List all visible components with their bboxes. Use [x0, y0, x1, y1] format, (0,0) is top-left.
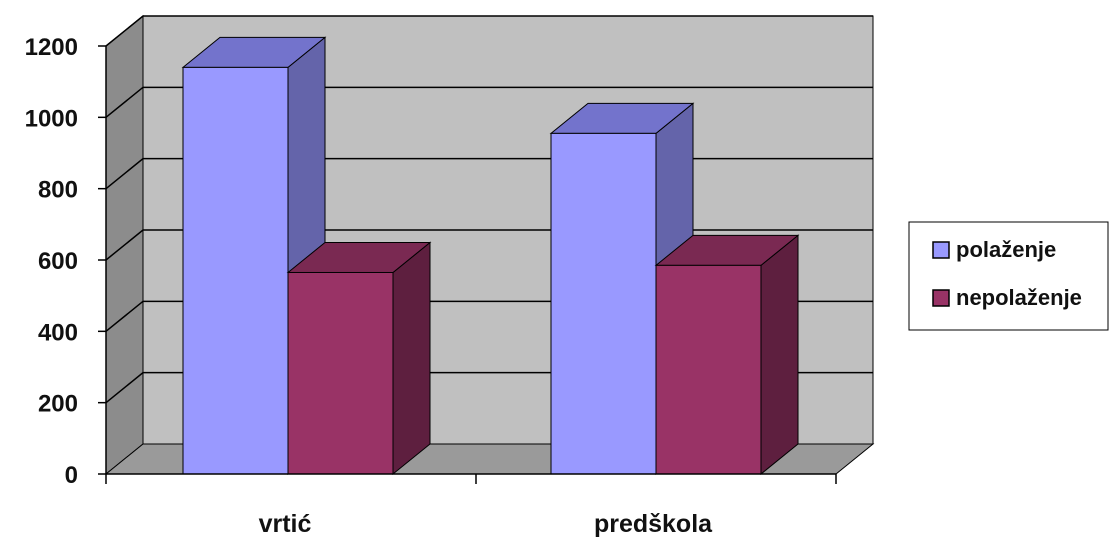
bar-side — [392, 241, 431, 476]
y-tick-label-800: 800 — [38, 177, 78, 204]
bar-front — [655, 264, 762, 475]
gridline-1200 — [105, 15, 873, 47]
legend: polaženje nepolaženje — [908, 221, 1109, 331]
y-tick-labels: 0 200 400 600 800 1000 1200 — [25, 34, 78, 489]
category-label-1: predškola — [594, 510, 713, 538]
bar-front — [182, 66, 289, 475]
bar-nepolaženje-predškola — [654, 234, 800, 476]
bar-nepolaženje-vrtić — [286, 241, 432, 476]
axes — [98, 45, 837, 484]
bar-side — [760, 234, 799, 476]
legend-label-1: nepolaženje — [956, 285, 1082, 310]
y-tick-label-1000: 1000 — [25, 105, 78, 132]
y-tick-label-600: 600 — [38, 248, 78, 275]
legend-label-0: polaženje — [956, 237, 1056, 262]
bar-polaženje-vrtić — [181, 36, 327, 476]
category-label-0: vrtić — [259, 510, 312, 538]
bars — [181, 36, 800, 476]
bar-front — [287, 271, 394, 475]
y-tick-label-400: 400 — [38, 319, 78, 346]
gridline-1000 — [105, 86, 873, 118]
legend-swatch-0 — [932, 241, 950, 259]
legend-box — [908, 221, 1109, 331]
y-tick-label-1200: 1200 — [25, 34, 78, 61]
bar-front — [550, 132, 657, 475]
legend-swatch-1 — [932, 289, 950, 307]
y-tick-label-200: 200 — [38, 391, 78, 418]
x-category-labels: vrtić predškola — [259, 510, 714, 538]
y-tick-label-0: 0 — [65, 462, 78, 489]
